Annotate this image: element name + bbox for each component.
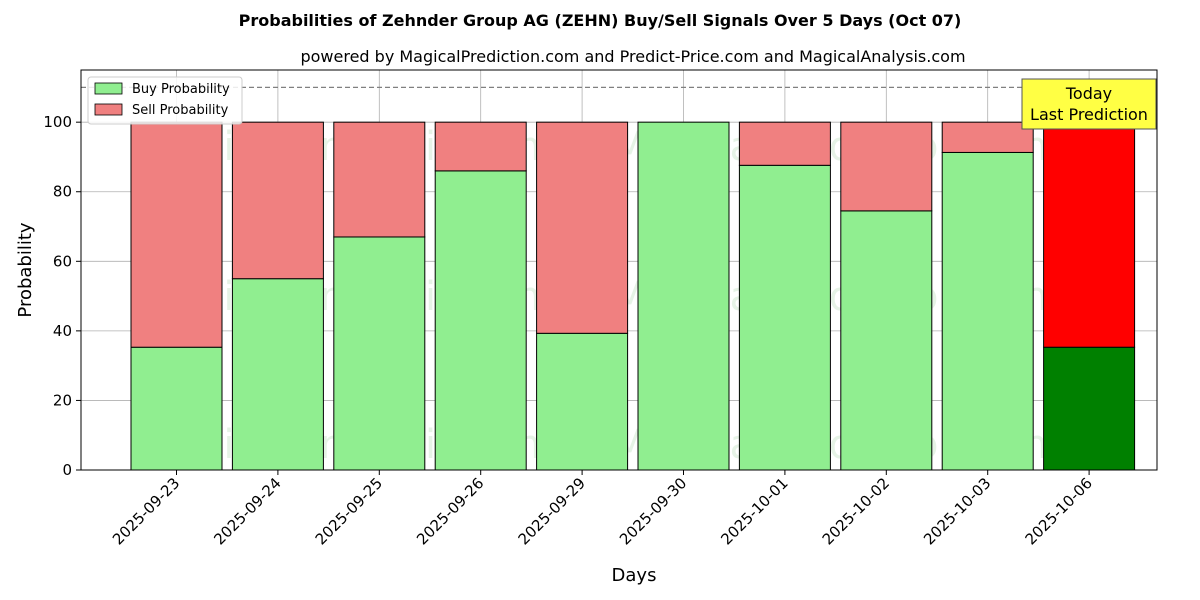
bar-buy — [840, 210, 933, 471]
x-tick-label: 2025-09-30 — [616, 474, 690, 548]
today-annotation: Today Last Prediction — [1021, 78, 1157, 130]
bar-sell — [434, 121, 527, 172]
x-tick-label: 2025-10-02 — [819, 474, 893, 548]
bar-buy — [637, 121, 730, 471]
legend-swatch-buy — [94, 82, 123, 95]
bar-sell — [130, 121, 223, 348]
y-axis-label: Probability — [15, 222, 36, 317]
y-tick-label: 40 — [53, 322, 72, 340]
legend: Buy Probability Sell Probability — [87, 76, 243, 125]
x-tick-label: 2025-09-25 — [312, 474, 386, 548]
x-tick-label: 2025-09-23 — [109, 474, 183, 548]
x-tick-label: 2025-09-26 — [413, 474, 487, 548]
bar-sell — [333, 121, 426, 238]
bar-buy — [434, 170, 527, 471]
bar-buy — [941, 151, 1034, 471]
bar-buy — [536, 332, 629, 471]
bar-buy — [1043, 346, 1136, 471]
annotation-box — [1021, 78, 1157, 130]
bar-buy — [738, 164, 831, 471]
chart-title: Probabilities of Zehnder Group AG (ZEHN)… — [239, 11, 962, 30]
x-axis-label: Days — [612, 565, 657, 586]
bar-buy — [333, 236, 426, 471]
x-tick-label: 2025-10-03 — [920, 474, 994, 548]
bar-sell — [1043, 121, 1136, 348]
legend-label-buy: Buy Probability — [132, 82, 230, 97]
bar-sell — [840, 121, 933, 212]
x-tick-label: 2025-09-29 — [515, 474, 589, 548]
bar-buy — [130, 346, 223, 471]
y-tick-label: 80 — [53, 183, 72, 201]
legend-label-sell: Sell Probability — [132, 103, 229, 118]
legend-box — [87, 76, 243, 125]
x-tick-label: 2025-10-01 — [717, 474, 791, 548]
bar-buy — [231, 278, 324, 471]
bar-sell — [231, 121, 324, 280]
annotation-line-today: Today — [1065, 84, 1112, 103]
y-tick-label: 0 — [62, 461, 72, 479]
y-tick-label: 100 — [43, 113, 72, 131]
bar-sell — [941, 121, 1034, 153]
annotation-line-last-prediction: Last Prediction — [1030, 105, 1148, 124]
y-tick-label: 60 — [53, 252, 72, 270]
y-tick-label: 20 — [53, 391, 72, 409]
bar-layer — [130, 121, 1136, 471]
bar-sell — [738, 121, 831, 166]
chart-subtitle: powered by MagicalPrediction.com and Pre… — [300, 47, 965, 66]
x-tick-label: 2025-10-06 — [1022, 474, 1096, 548]
x-tick-label: 2025-09-24 — [210, 474, 284, 548]
bar-sell — [536, 121, 629, 334]
plot-frame — [80, 69, 1158, 471]
legend-swatch-sell — [94, 103, 123, 116]
